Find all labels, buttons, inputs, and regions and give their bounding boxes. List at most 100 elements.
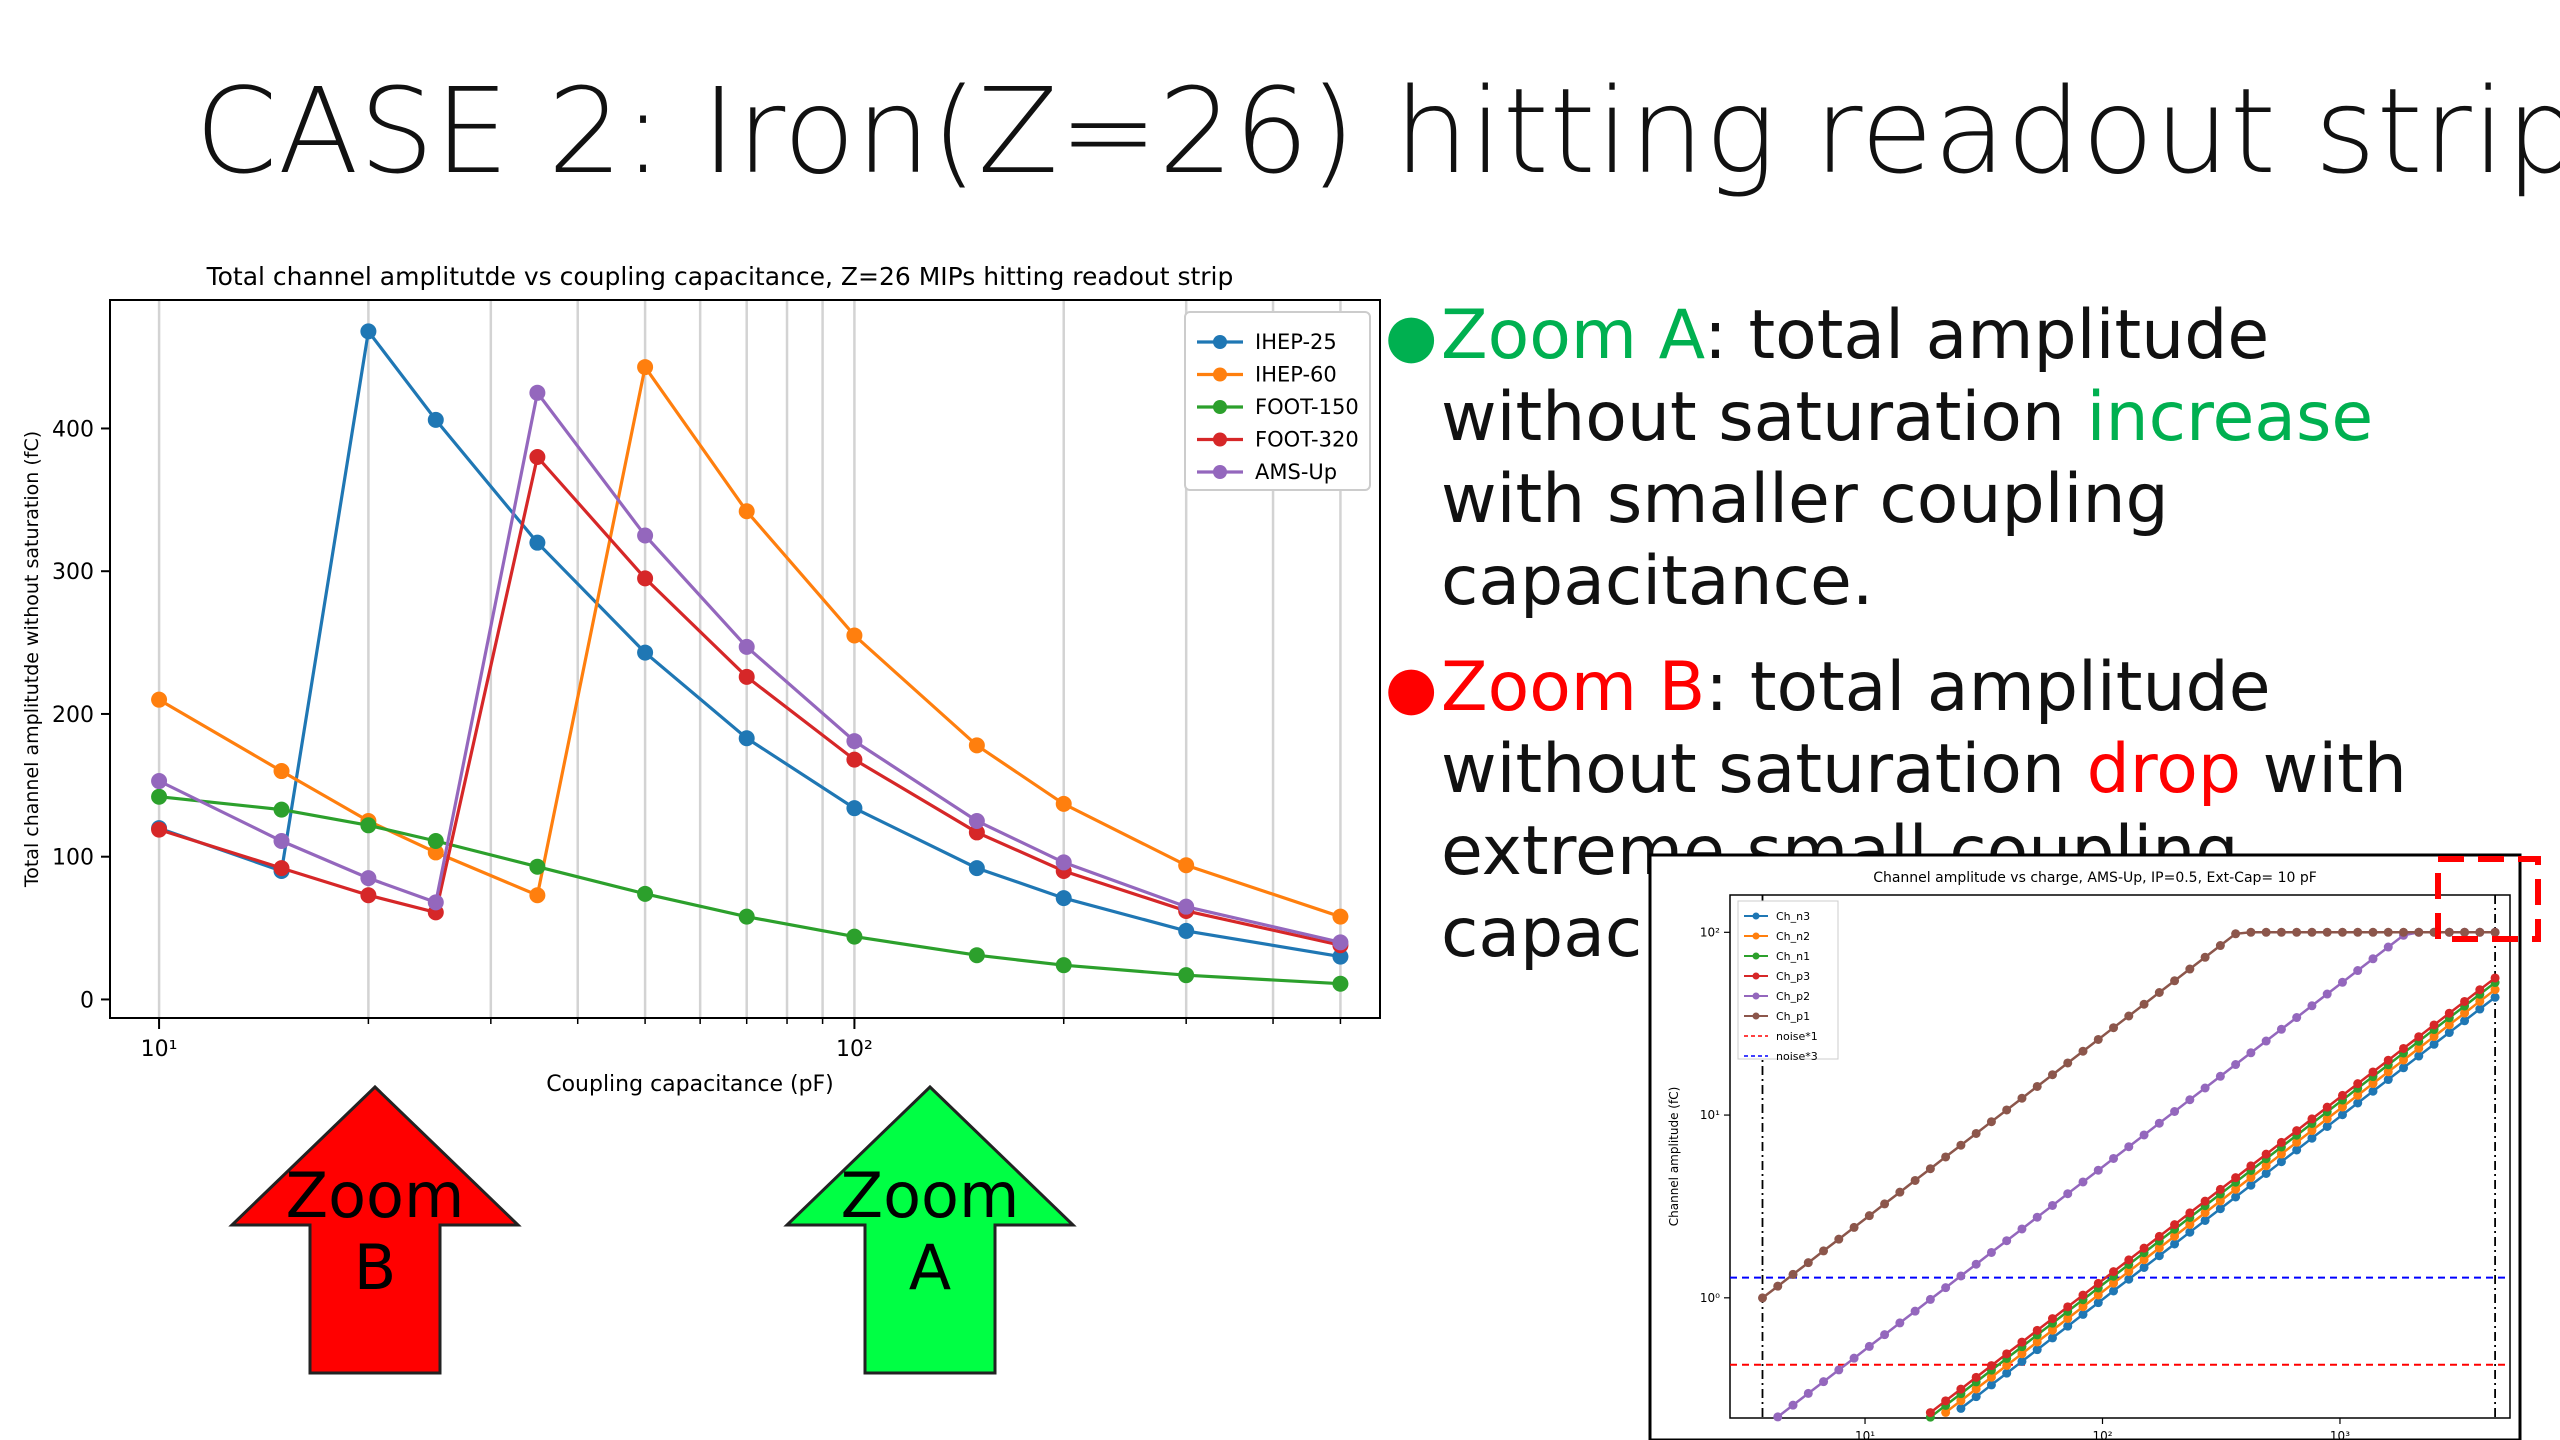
data-point-FOOT-320 (637, 570, 654, 587)
inset-point-Ch_p2 (2017, 1224, 2027, 1234)
inset-chart: Channel amplitude vs charge, AMS-Up, IP=… (1648, 853, 2541, 1440)
inset-point-Ch_n3 (2063, 1321, 2073, 1331)
inset-point-Ch_p2 (1925, 1294, 1935, 1304)
data-point-AMS-Up (273, 832, 290, 849)
inset-point-Ch_p1 (1834, 1234, 1844, 1244)
inset-point-Ch_n2 (2231, 1184, 2241, 1194)
inset-point-Ch_n2 (2475, 996, 2485, 1006)
data-point-IHEP-60 (637, 359, 654, 376)
data-point-FOOT-150 (360, 817, 377, 834)
inset-point-Ch_p1 (2170, 976, 2180, 986)
inset-point-Ch_n2 (2185, 1219, 2195, 1229)
inset-legend-marker (1752, 932, 1760, 940)
inset-point-Ch_n3 (2078, 1309, 2088, 1319)
y-tick-label: 100 (52, 846, 94, 871)
legend-marker (1213, 432, 1227, 447)
inset-point-Ch_p2 (2231, 1060, 2241, 1070)
inset-point-Ch_n3 (2093, 1298, 2103, 1308)
inset-point-Ch_n2 (2353, 1090, 2363, 1100)
inset-x-tick-label: 10¹ (1855, 1429, 1875, 1440)
data-point-FOOT-150 (637, 885, 654, 902)
inset-point-Ch_p3 (2475, 985, 2485, 995)
inset-point-Ch_p1 (2124, 1011, 2134, 1021)
inset-point-Ch_n3 (2276, 1157, 2286, 1167)
inset-point-Ch_p2 (1941, 1283, 1951, 1293)
inset-point-Ch_n2 (2414, 1043, 2424, 1053)
inset-point-Ch_n3 (2261, 1168, 2271, 1178)
inset-y-label: Channel amplitude (fC) (1667, 1087, 1681, 1227)
inset-point-Ch_p1 (2093, 1034, 2103, 1044)
data-point-IHEP-60 (1332, 908, 1349, 925)
inset-point-Ch_p2 (2185, 1095, 2195, 1105)
data-point-IHEP-60 (968, 737, 985, 754)
inset-point-Ch_n2 (2490, 985, 2500, 995)
inset-point-Ch_p3 (2276, 1137, 2286, 1147)
inset-point-Ch_p1 (2368, 927, 2378, 937)
inset-point-Ch_p1 (2231, 929, 2241, 939)
inset-point-Ch_p2 (2246, 1048, 2256, 1058)
plot-area (110, 300, 1380, 1018)
data-point-FOOT-320 (846, 751, 863, 768)
data-point-AMS-Up (151, 773, 168, 790)
data-point-IHEP-25 (529, 534, 546, 551)
data-point-IHEP-60 (1055, 795, 1072, 812)
series-line-IHEP-25 (158, 327, 1341, 959)
inset-legend-marker (1752, 912, 1760, 920)
inset-point-Ch_p1 (2322, 927, 2332, 937)
inset-point-Ch_n3 (2032, 1345, 2042, 1355)
inset-y-tick-label: 10¹ (1700, 1108, 1720, 1122)
inset-point-Ch_p2 (1819, 1377, 1829, 1387)
series-line-FOOT-320 (158, 453, 1341, 947)
inset-point-Ch_p3 (2078, 1290, 2088, 1300)
inset-point-Ch_p1 (2353, 927, 2363, 937)
series-line-FOOT-150 (158, 795, 1341, 986)
data-point-AMS-Up (968, 813, 985, 830)
inset-point-Ch_p1 (1788, 1269, 1798, 1279)
main-chart: 0 100 200 300 400 10¹ 10² Total channel amplitu… (21, 262, 1381, 1097)
data-point-AMS-Up (360, 870, 377, 887)
inset-point-Ch_p2 (2261, 1036, 2271, 1046)
inset-title: Channel amplitude vs charge, AMS-Up, IP=… (1873, 870, 2317, 886)
inset-point-Ch_p1 (2017, 1093, 2027, 1103)
inset-point-Ch_n3 (2215, 1204, 2225, 1214)
chart-title: Total channel amplitutde vs coupling cap… (206, 262, 1234, 291)
inset-point-Ch_n3 (2017, 1356, 2027, 1366)
data-point-FOOT-150 (1055, 957, 1072, 974)
data-point-AMS-Up (1178, 898, 1195, 915)
inset-point-Ch_p2 (2109, 1153, 2119, 1163)
inset-point-Ch_p1 (2337, 927, 2347, 937)
inset-point-Ch_p1 (1880, 1199, 1890, 1209)
inset-point-Ch_p3 (2215, 1184, 2225, 1194)
bullet-lead: Zoom A (1441, 296, 1704, 375)
inset-point-Ch_p3 (2109, 1267, 2119, 1277)
bullet-dot-icon: ● (1385, 301, 1438, 371)
inset-point-Ch_p3 (2383, 1055, 2393, 1065)
inset-legend-marker (1752, 1012, 1760, 1020)
inset-point-Ch_p1 (2490, 927, 2500, 937)
inset-point-Ch_n2 (1986, 1372, 1996, 1382)
inset-point-Ch_p1 (2246, 927, 2256, 937)
inset-point-Ch_n2 (2124, 1266, 2134, 1276)
inset-point-Ch_p3 (2139, 1243, 2149, 1253)
data-point-FOOT-320 (151, 821, 168, 838)
inset-point-Ch_p2 (2215, 1071, 2225, 1081)
inset-point-Ch_n3 (2246, 1180, 2256, 1190)
inset-point-Ch_p2 (2368, 954, 2378, 964)
inset-point-Ch_n3 (2429, 1039, 2439, 1049)
inset-point-Ch_p1 (1925, 1164, 1935, 1174)
bullet-highlight: drop (2086, 730, 2242, 809)
inset-legend-label: Ch_p1 (1776, 1010, 1810, 1023)
inset-point-Ch_p3 (2124, 1255, 2134, 1265)
inset-point-Ch_n3 (1956, 1403, 1966, 1413)
inset-point-Ch_p2 (2322, 989, 2332, 999)
legend-label: AMS-Up (1255, 460, 1337, 484)
inset-point-Ch_p3 (2490, 973, 2500, 983)
inset-point-Ch_p3 (1941, 1396, 1951, 1406)
inset-point-Ch_p3 (2322, 1102, 2332, 1112)
inset-point-Ch_n3 (2383, 1075, 2393, 1085)
inset-point-Ch_p1 (2139, 999, 2149, 1009)
data-point-IHEP-60 (273, 763, 290, 780)
data-point-AMS-Up (1332, 934, 1349, 951)
inset-point-Ch_p2 (2292, 1013, 2302, 1023)
inset-point-Ch_n2 (2154, 1243, 2164, 1253)
